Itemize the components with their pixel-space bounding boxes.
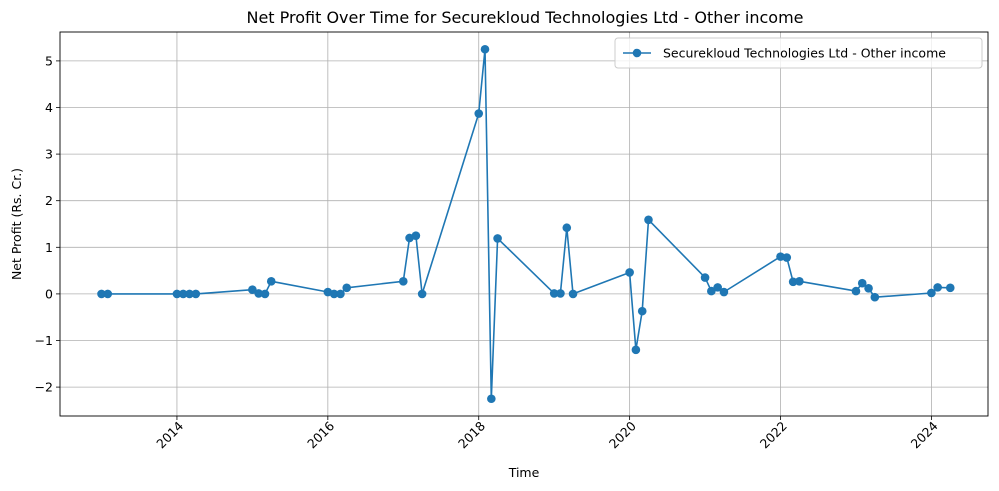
x-tick-label: 2016 [304,418,337,451]
x-axis-label: Time [508,465,540,480]
grid-lines [60,32,988,416]
data-point [97,289,106,299]
data-point [248,285,257,295]
legend: Securekloud Technologies Ltd - Other inc… [614,37,983,69]
data-point [719,287,729,297]
plot-area-frame [59,31,989,417]
data-point [417,289,427,299]
data-point [342,283,351,293]
data-point [644,215,653,225]
data-point [493,234,502,243]
data-point [549,289,559,298]
data-point [568,289,578,299]
data-point [851,286,861,296]
data-point [411,231,421,240]
data-point [329,289,339,299]
x-tick-label: 2022 [757,418,790,451]
data-point [713,283,722,292]
data-point [487,394,496,404]
data-point [474,109,484,118]
data-point [191,289,201,299]
x-tick-label: 2018 [455,418,488,451]
series-layer [97,44,955,404]
y-axis: −2 −1 0 1 2 3 4 5 [35,53,60,395]
x-tick-label: 2014 [153,418,186,451]
data-point [480,44,490,54]
y-tick-label: 0 [45,286,53,301]
data-point [945,283,955,293]
legend-label: Securekloud Technologies Ltd - Other inc… [663,46,946,61]
data-point [864,284,873,293]
data-point [185,289,194,299]
data-point [625,268,634,277]
data-point [254,289,263,298]
data-point [631,345,641,355]
y-tick-label: −1 [35,333,53,348]
data-point [172,289,182,299]
data-point [788,277,798,287]
x-tick-label: 2024 [908,418,941,451]
data-point [260,289,270,299]
data-point [707,286,716,296]
data-point [398,277,408,286]
data-point [637,306,647,316]
data-point [933,283,942,292]
chart-title: Net Profit Over Time for Securekloud Tec… [246,8,803,27]
data-point [857,278,867,288]
y-tick-label: 5 [45,53,53,68]
data-point [266,277,276,286]
legend-box [614,37,983,69]
x-axis: 2014 2016 2018 2020 2022 2024 [153,416,941,451]
data-point [103,289,113,299]
data-point [562,223,572,233]
x-tick-label: 2020 [606,418,639,451]
y-tick-label: 3 [45,147,53,162]
data-point [870,292,880,302]
y-tick-label: 4 [45,100,53,115]
data-point [927,288,936,298]
data-point [782,253,792,262]
data-point [556,289,565,298]
legend-marker-swatch [632,48,642,58]
data-point [336,289,345,299]
series-line [101,48,951,400]
data-point [700,273,710,282]
y-tick-label: −2 [35,380,53,395]
data-point [795,277,804,286]
data-point [178,289,188,299]
y-axis-label: Net Profit (Rs. Cr.) [9,168,24,280]
y-tick-label: 2 [45,193,53,208]
y-tick-label: 1 [45,240,53,255]
